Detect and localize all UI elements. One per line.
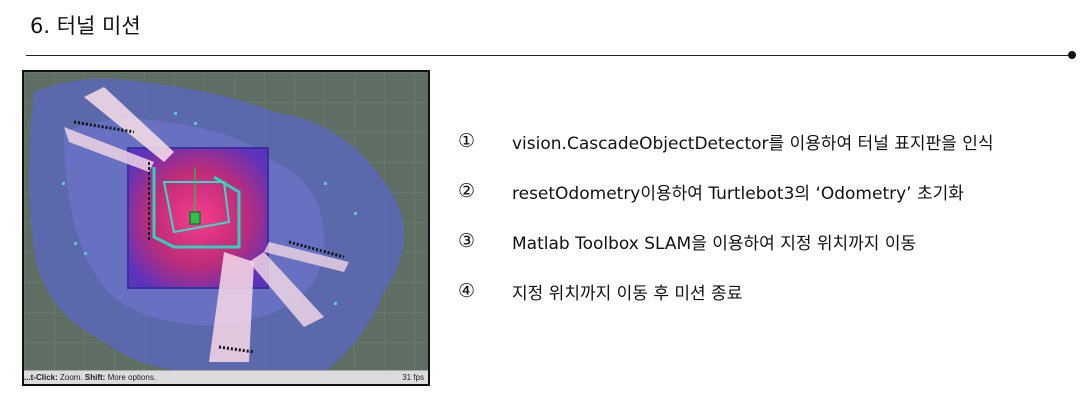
fps-counter: 31 fps — [402, 373, 424, 382]
list-item: ① vision.CascadeObjectDetector를 이용하여 터널 … — [458, 128, 993, 154]
wall-outline — [152, 167, 241, 249]
step-marker: ④ — [458, 280, 476, 302]
step-marker: ② — [458, 180, 476, 202]
rviz-status-bar: ...t-Click: Zoom. Shift: More options. 3… — [24, 370, 428, 384]
laser-scan-upper — [84, 87, 174, 162]
list-item: ③ Matlab Toolbox SLAM을 이용하여 지정 위치까지 이동 — [458, 228, 993, 254]
slide-title: 6. 터널 미션 — [30, 14, 141, 38]
step-text: Matlab Toolbox SLAM을 이용하여 지정 위치까지 이동 — [512, 233, 917, 254]
title-divider — [26, 55, 1070, 56]
robot-marker — [189, 211, 201, 225]
list-item: ② resetOdometry이용하여 Turtlebot3의 ‘Odometr… — [458, 178, 993, 204]
mission-steps-list: ① vision.CascadeObjectDetector를 이용하여 터널 … — [458, 128, 993, 328]
step-marker: ① — [458, 130, 476, 152]
rviz-map-screenshot: ...t-Click: Zoom. Shift: More options. 3… — [22, 70, 430, 386]
step-text: resetOdometry이용하여 Turtlebot3의 ‘Odometry’… — [512, 183, 964, 204]
divider-end-dot — [1068, 51, 1076, 59]
list-item: ④ 지정 위치까지 이동 후 미션 종료 — [458, 278, 993, 304]
step-marker: ③ — [458, 230, 476, 252]
slam-costmap-view — [24, 72, 428, 384]
status-hint: ...t-Click: Zoom. Shift: More options. — [24, 373, 157, 382]
step-text: vision.CascadeObjectDetector를 이용하여 터널 표지… — [512, 133, 994, 154]
laser-scan-lower — [209, 252, 254, 362]
step-text: 지정 위치까지 이동 후 미션 종료 — [512, 283, 743, 304]
